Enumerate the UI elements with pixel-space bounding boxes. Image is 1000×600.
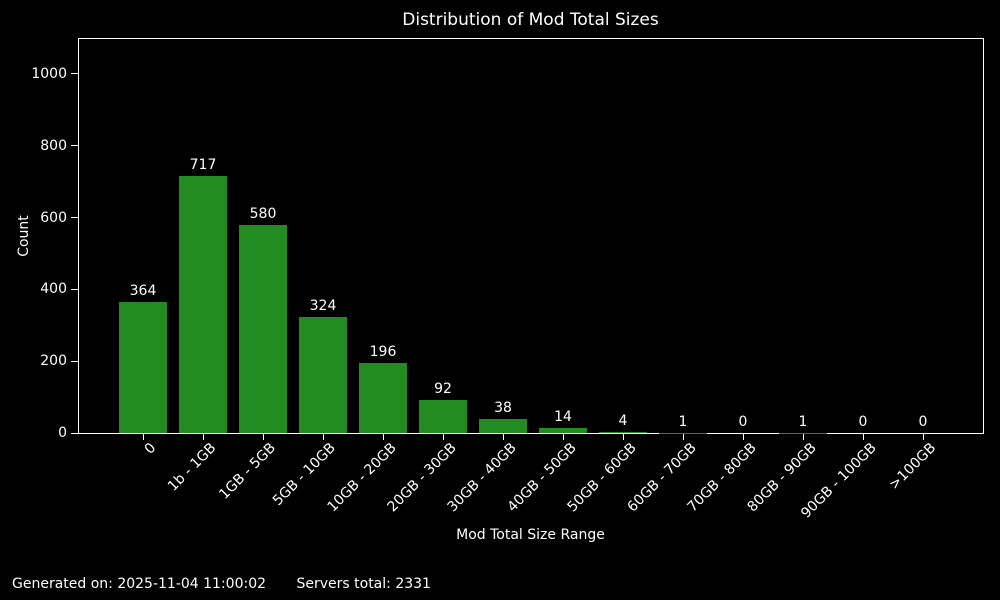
y-tick-mark	[71, 360, 78, 362]
bar-value-label: 14	[554, 408, 572, 425]
y-tick-label: 400	[40, 281, 67, 298]
servers-total: Servers total: 2331	[296, 576, 431, 592]
x-tick-mark	[443, 434, 444, 440]
x-tick-mark	[263, 434, 264, 440]
bar	[239, 224, 287, 433]
bar-value-label: 0	[858, 414, 868, 430]
y-tick-mark	[71, 288, 78, 290]
x-tick-mark	[203, 434, 204, 440]
bar-value-label: 38	[494, 400, 512, 417]
y-tick-mark	[71, 432, 78, 434]
bar	[419, 399, 467, 433]
bar	[299, 316, 347, 433]
x-axis-label: Mod Total Size Range	[456, 527, 605, 543]
x-tick-label: 1b - 1GB	[164, 440, 220, 495]
chart-title: Distribution of Mod Total Sizes	[402, 10, 659, 30]
x-tick-mark	[143, 434, 144, 440]
y-tick-label: 600	[40, 209, 67, 226]
bar	[179, 175, 227, 433]
y-tick-label: 200	[40, 353, 67, 370]
x-tick-label: >100GB	[886, 440, 940, 493]
y-tick-mark	[71, 217, 78, 219]
bar-value-label: 92	[434, 380, 452, 397]
bar-value-label: 324	[309, 297, 337, 314]
y-axis-label: Count	[16, 215, 32, 257]
y-tick-mark	[71, 73, 78, 75]
bar	[599, 431, 647, 433]
plot-area	[78, 38, 984, 434]
bar-value-label: 580	[249, 205, 277, 222]
y-tick-label: 1000	[31, 65, 67, 82]
x-tick-mark	[683, 434, 684, 440]
bar	[119, 302, 167, 433]
generated-timestamp: Generated on: 2025-11-04 11:00:02	[12, 576, 267, 592]
bar	[359, 362, 407, 433]
x-tick-mark	[563, 434, 564, 440]
x-tick-mark	[383, 434, 384, 440]
y-tick-label: 800	[40, 137, 67, 154]
x-tick-mark	[863, 434, 864, 440]
footer: Generated on: 2025-11-04 11:00:02 Server…	[12, 576, 431, 592]
x-tick-mark	[323, 434, 324, 440]
bar-value-label: 0	[738, 414, 748, 430]
x-tick-label: 0	[141, 440, 160, 458]
bar	[479, 419, 527, 433]
bar-value-label: 717	[189, 156, 217, 173]
bar-value-label: 1	[798, 413, 808, 430]
y-tick-mark	[71, 145, 78, 147]
bar-value-label: 1	[678, 413, 688, 430]
x-tick-mark	[923, 434, 924, 440]
bar-value-label: 0	[918, 414, 928, 430]
x-tick-label: 1GB - 5GB	[216, 440, 280, 503]
bar-value-label: 196	[369, 343, 397, 360]
x-tick-mark	[623, 434, 624, 440]
x-tick-mark	[743, 434, 744, 440]
bar-value-label: 364	[129, 283, 157, 300]
bar-value-label: 4	[618, 412, 628, 429]
x-tick-mark	[803, 434, 804, 440]
bar	[539, 427, 587, 433]
x-tick-mark	[503, 434, 504, 440]
y-tick-label: 0	[58, 425, 67, 441]
